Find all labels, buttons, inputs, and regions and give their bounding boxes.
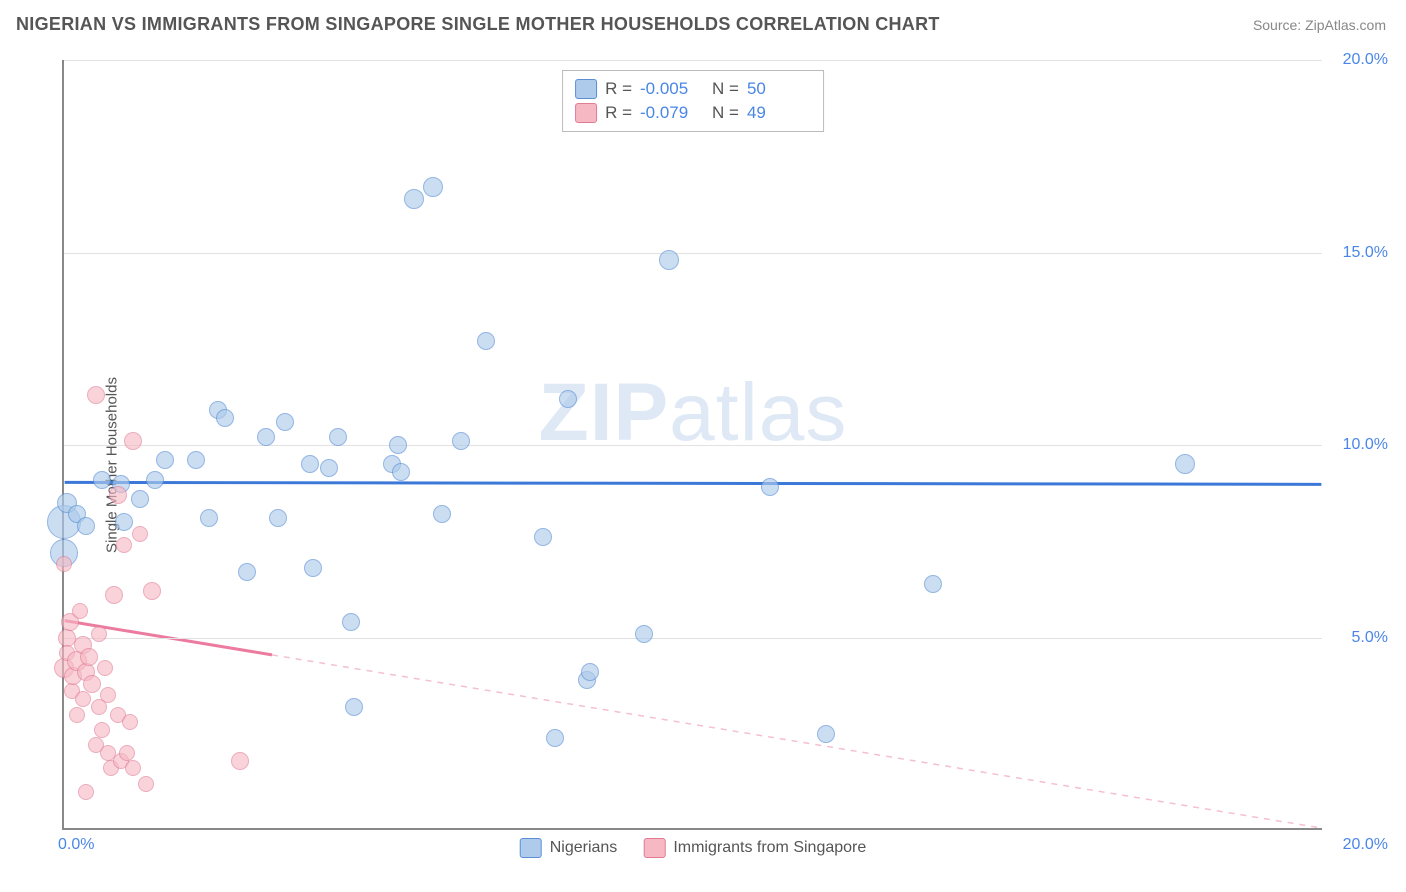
watermark: ZIPatlas [539,366,848,460]
stats-legend-box: R = -0.005 N = 50 R = -0.079 N = 49 [562,70,824,132]
trendline-dashed [272,655,1321,828]
chart-header: NIGERIAN VS IMMIGRANTS FROM SINGAPORE SI… [0,0,1406,41]
scatter-point [257,428,275,446]
scatter-point [404,189,424,209]
scatter-point [276,413,294,431]
n-label: N = [712,103,739,123]
scatter-point [301,455,319,473]
series-swatch [575,103,597,123]
scatter-point [116,537,132,553]
scatter-point [581,663,599,681]
series-swatch [520,838,542,858]
scatter-point [1175,454,1195,474]
scatter-point [477,332,495,350]
scatter-point [78,784,94,800]
x-tick-label-right: 20.0% [1343,836,1388,854]
legend-label: Nigerians [550,839,618,857]
legend-item: Nigerians [520,838,618,858]
scatter-point [125,760,141,776]
scatter-point [392,463,410,481]
n-label: N = [712,79,739,99]
series-swatch [643,838,665,858]
gridline [64,638,1322,639]
scatter-point [119,745,135,761]
r-label: R = [605,79,632,99]
legend-item: Immigrants from Singapore [643,838,866,858]
series-swatch [575,79,597,99]
gridline [64,445,1322,446]
scatter-point [817,725,835,743]
scatter-point [69,707,85,723]
scatter-point [131,490,149,508]
scatter-point [231,752,249,770]
scatter-point [216,409,234,427]
scatter-point [146,471,164,489]
scatter-point [56,556,72,572]
scatter-point [97,660,113,676]
scatter-point [83,675,101,693]
scatter-point [72,603,88,619]
scatter-point [75,691,91,707]
scatter-point [320,459,338,477]
legend-label: Immigrants from Singapore [673,839,866,857]
y-tick-label: 10.0% [1343,436,1388,454]
x-tick-label-left: 0.0% [58,836,94,854]
trendline-solid [65,482,1322,484]
bottom-legend: Nigerians Immigrants from Singapore [520,838,867,858]
trendline-layer [64,60,1322,828]
scatter-point [559,390,577,408]
chart-wrap: Single Mother Households ZIPatlas R =-0.… [30,50,1390,880]
scatter-point [389,436,407,454]
scatter-point [124,432,142,450]
chart-source: Source: ZipAtlas.com [1253,17,1386,33]
scatter-point [452,432,470,450]
scatter-point [342,613,360,631]
scatter-point [761,478,779,496]
scatter-point [91,626,107,642]
stats-row: R = -0.005 N = 50 [575,77,811,101]
scatter-point [143,582,161,600]
scatter-point [329,428,347,446]
y-tick-label: 5.0% [1352,629,1388,647]
r-label: R = [605,103,632,123]
scatter-point [87,386,105,404]
scatter-point [156,451,174,469]
scatter-point [546,729,564,747]
scatter-point [93,471,111,489]
scatter-point [238,563,256,581]
scatter-point [423,177,443,197]
scatter-point [304,559,322,577]
stats-row: R = -0.079 N = 49 [575,101,811,125]
y-tick-label: 15.0% [1343,244,1388,262]
r-value: -0.005 [640,79,704,99]
chart-title: NIGERIAN VS IMMIGRANTS FROM SINGAPORE SI… [16,14,940,35]
scatter-point [269,509,287,527]
n-value: 50 [747,79,811,99]
scatter-point [100,687,116,703]
r-value: -0.079 [640,103,704,123]
scatter-point [200,509,218,527]
scatter-point [109,486,127,504]
scatter-point [659,250,679,270]
scatter-point [433,505,451,523]
scatter-point [187,451,205,469]
plot-area: ZIPatlas R =-0.005N =50R =-0.079N =49 Ni… [62,60,1322,830]
scatter-point [115,513,133,531]
scatter-point [534,528,552,546]
scatter-point [122,714,138,730]
scatter-point [132,526,148,542]
scatter-point [77,517,95,535]
scatter-point [80,648,98,666]
n-value: 49 [747,103,811,123]
scatter-point [635,625,653,643]
scatter-point [345,698,363,716]
y-tick-label: 20.0% [1343,51,1388,69]
gridline [64,253,1322,254]
scatter-point [924,575,942,593]
scatter-point [94,722,110,738]
scatter-point [105,586,123,604]
scatter-point [138,776,154,792]
gridline [64,60,1322,61]
